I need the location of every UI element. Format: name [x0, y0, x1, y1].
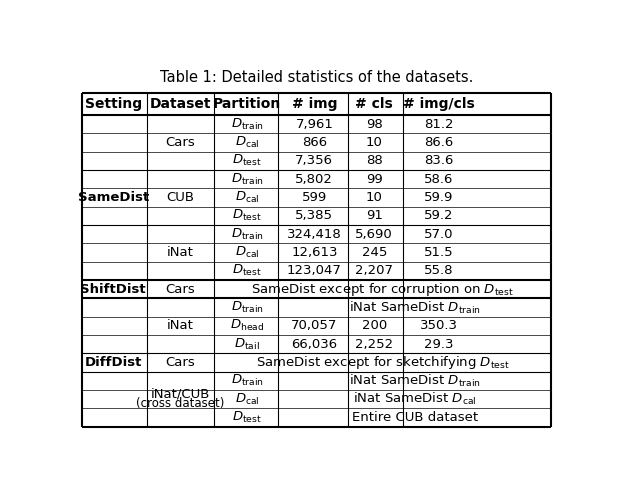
Text: Partition: Partition: [213, 97, 281, 111]
Text: SameDist except for sketchifying $D_{\mathrm{test}}$: SameDist except for sketchifying $D_{\ma…: [256, 354, 509, 371]
Text: SameDist except for corruption on $D_{\mathrm{test}}$: SameDist except for corruption on $D_{\m…: [252, 280, 514, 298]
Text: $D_{\mathrm{train}}$: $D_{\mathrm{train}}$: [231, 172, 264, 187]
Text: (cross dataset): (cross dataset): [136, 397, 224, 410]
Text: 10: 10: [366, 136, 383, 149]
Text: 245: 245: [362, 246, 387, 259]
Text: 866: 866: [302, 136, 327, 149]
Text: 5,690: 5,690: [355, 228, 393, 241]
Text: 7,356: 7,356: [295, 154, 333, 167]
Text: $D_{\mathrm{tail}}$: $D_{\mathrm{tail}}$: [234, 337, 260, 352]
Text: 99: 99: [366, 173, 383, 185]
Text: 324,418: 324,418: [287, 228, 342, 241]
Text: $D_{\mathrm{train}}$: $D_{\mathrm{train}}$: [231, 300, 264, 315]
Text: 350.3: 350.3: [420, 319, 458, 332]
Text: 66,036: 66,036: [291, 338, 337, 351]
Text: $D_{\mathrm{cal}}$: $D_{\mathrm{cal}}$: [235, 245, 260, 260]
Text: 12,613: 12,613: [291, 246, 337, 259]
Text: 2,207: 2,207: [355, 264, 393, 277]
Text: 98: 98: [366, 118, 383, 131]
Text: iNat SameDist $D_{\mathrm{train}}$: iNat SameDist $D_{\mathrm{train}}$: [349, 300, 481, 315]
Text: $D_{\mathrm{cal}}$: $D_{\mathrm{cal}}$: [235, 392, 260, 406]
Text: Cars: Cars: [166, 356, 195, 369]
Text: Setting: Setting: [85, 97, 142, 111]
Text: iNat SameDist $D_{\mathrm{cal}}$: iNat SameDist $D_{\mathrm{cal}}$: [353, 391, 476, 407]
Text: # img/cls: # img/cls: [403, 97, 475, 111]
Text: 81.2: 81.2: [424, 118, 454, 131]
Text: $D_{\mathrm{train}}$: $D_{\mathrm{train}}$: [231, 227, 264, 242]
Text: Cars: Cars: [166, 136, 195, 149]
Text: Entire CUB dataset: Entire CUB dataset: [352, 411, 478, 424]
Text: $D_{\mathrm{train}}$: $D_{\mathrm{train}}$: [231, 373, 264, 388]
Text: 200: 200: [362, 319, 387, 332]
Text: 2,252: 2,252: [355, 338, 393, 351]
Text: CUB: CUB: [166, 191, 194, 204]
Text: 88: 88: [366, 154, 383, 167]
Text: $D_{\mathrm{test}}$: $D_{\mathrm{test}}$: [232, 263, 262, 278]
Text: $D_{\mathrm{test}}$: $D_{\mathrm{test}}$: [232, 410, 262, 425]
Text: SameDist: SameDist: [77, 191, 149, 204]
Text: 91: 91: [366, 210, 383, 222]
Text: 59.2: 59.2: [424, 210, 454, 222]
Text: 123,047: 123,047: [287, 264, 342, 277]
Text: 83.6: 83.6: [424, 154, 454, 167]
Text: 5,802: 5,802: [295, 173, 333, 185]
Text: # img: # img: [292, 97, 337, 111]
Text: iNat/CUB: iNat/CUB: [151, 388, 210, 401]
Text: $D_{\mathrm{test}}$: $D_{\mathrm{test}}$: [232, 208, 262, 223]
Text: # cls: # cls: [355, 97, 393, 111]
Text: 10: 10: [366, 191, 383, 204]
Text: ShiftDist: ShiftDist: [80, 282, 146, 296]
Text: iNat: iNat: [167, 246, 193, 259]
Text: $D_{\mathrm{cal}}$: $D_{\mathrm{cal}}$: [235, 135, 260, 150]
Text: 29.3: 29.3: [424, 338, 454, 351]
Text: DiffDist: DiffDist: [85, 356, 142, 369]
Text: $D_{\mathrm{head}}$: $D_{\mathrm{head}}$: [230, 318, 265, 333]
Text: Dataset: Dataset: [150, 97, 211, 111]
Text: $D_{\mathrm{test}}$: $D_{\mathrm{test}}$: [232, 154, 262, 168]
Text: 86.6: 86.6: [424, 136, 454, 149]
Text: iNat SameDist $D_{\mathrm{train}}$: iNat SameDist $D_{\mathrm{train}}$: [349, 372, 481, 389]
Text: iNat: iNat: [167, 319, 193, 332]
Text: 7,961: 7,961: [295, 118, 333, 131]
Text: Cars: Cars: [166, 282, 195, 296]
Text: 5,385: 5,385: [295, 210, 333, 222]
Text: $D_{\mathrm{cal}}$: $D_{\mathrm{cal}}$: [235, 190, 260, 205]
Text: 55.8: 55.8: [424, 264, 454, 277]
Text: 599: 599: [302, 191, 327, 204]
Text: $D_{\mathrm{train}}$: $D_{\mathrm{train}}$: [231, 117, 264, 132]
Text: Table 1: Detailed statistics of the datasets.: Table 1: Detailed statistics of the data…: [160, 70, 473, 86]
Text: 57.0: 57.0: [424, 228, 454, 241]
Text: 58.6: 58.6: [424, 173, 454, 185]
Text: 70,057: 70,057: [291, 319, 337, 332]
Text: 59.9: 59.9: [424, 191, 454, 204]
Text: 51.5: 51.5: [424, 246, 454, 259]
